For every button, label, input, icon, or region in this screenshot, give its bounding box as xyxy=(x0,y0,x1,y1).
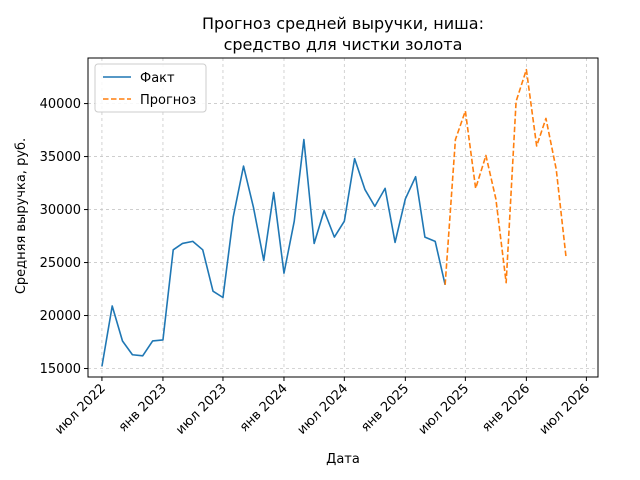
y-tick-label: 40000 xyxy=(40,97,81,112)
x-tick-label: июл 2024 xyxy=(295,381,352,438)
series-layer xyxy=(101,68,567,367)
y-tick-label: 20000 xyxy=(40,309,81,324)
y-axis-label: Средняя выручка, руб. xyxy=(14,138,29,294)
legend: Факт Прогноз xyxy=(94,63,207,113)
x-tick-label: июл 2026 xyxy=(537,381,594,438)
legend-box xyxy=(94,63,207,113)
y-tick-label: 15000 xyxy=(40,362,81,377)
x-axis-label: Дата xyxy=(326,452,360,467)
x-tick-label: июл 2022 xyxy=(52,381,109,438)
chart-title-line-2: средство для чистки золота xyxy=(224,35,463,54)
plot-frame xyxy=(87,57,599,378)
x-tick-label: янв 2026 xyxy=(479,381,533,435)
x-tick-label: янв 2023 xyxy=(116,381,170,435)
x-tick-label: июл 2025 xyxy=(416,381,473,438)
x-tick-label: янв 2025 xyxy=(358,381,412,435)
y-tick-label: 30000 xyxy=(40,203,81,218)
x-tick-label: янв 2024 xyxy=(237,381,291,435)
legend-label-fact: Факт xyxy=(140,71,175,86)
y-tick-label: 35000 xyxy=(40,150,81,165)
series-line-forecast xyxy=(444,68,567,285)
x-tick-label: июл 2023 xyxy=(173,381,230,438)
y-axis: 15000 20000 25000 30000 35000 40000 xyxy=(40,97,88,377)
grid xyxy=(88,58,598,377)
legend-label-forecast: Прогноз xyxy=(140,93,196,108)
chart-title-line-1: Прогноз средней выручки, ниша: xyxy=(202,14,484,33)
series-line-fact xyxy=(101,138,446,367)
y-tick-label: 25000 xyxy=(40,256,81,271)
x-axis: июл 2022 янв 2023 июл 2023 янв 2024 июл 2024… xyxy=(52,377,593,438)
